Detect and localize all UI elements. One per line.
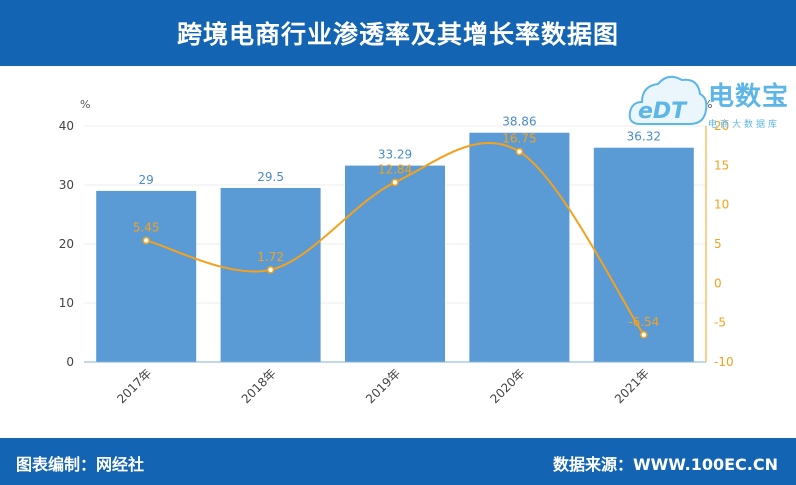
logo: eDT 电数宝 电商大数据库 (626, 72, 791, 138)
y-left-tick-label: 30 (59, 178, 74, 192)
line-point (391, 178, 399, 187)
chart-title: 跨境电商行业渗透率及其增长率数据图 (176, 20, 619, 49)
line-point (640, 331, 648, 339)
x-tick-label: 2018年 (239, 366, 279, 406)
bar-value-label: 29 (139, 173, 154, 187)
footer-source: 数据来源：WWW.100EC.CN (552, 455, 778, 474)
y-right-tick-label: 0 (714, 276, 722, 290)
line-point (142, 236, 150, 245)
x-tick-label: 2020年 (488, 366, 528, 406)
x-tick-label: 2017年 (114, 366, 154, 406)
bar (345, 165, 445, 362)
bar-series: 29 29.5 33.29 38.86 36.32 (96, 115, 694, 362)
x-tick-label: 2019年 (363, 366, 403, 406)
y-right-tick-label: 10 (714, 198, 729, 212)
footer-credit: 图表编制：网经社 (16, 455, 145, 474)
line-series: 5.45 1.72 12.84 16.75 -6.54 (133, 132, 659, 339)
line-value-label: 5.45 (133, 220, 160, 234)
logo-mark-text: eDT (638, 99, 688, 124)
x-tick-label: 2021年 (612, 366, 652, 406)
line-value-label: -6.54 (628, 315, 659, 329)
y-right-tick-label: -5 (714, 316, 726, 330)
bar-value-label: 33.29 (378, 148, 412, 162)
footer-bar: 图表编制：网经社 数据来源：WWW.100EC.CN (0, 438, 796, 485)
y-right-tick-label: 5 (714, 237, 722, 251)
cloud-logo-icon: eDT (628, 75, 708, 125)
y-left-unit: % (80, 98, 90, 111)
logo-subtitle: 电商大数据库 (708, 120, 781, 130)
line-value-label: 1.72 (257, 250, 284, 264)
y-right-tick-label: -10 (714, 355, 734, 369)
bar-value-label: 29.5 (257, 170, 284, 184)
bar (469, 132, 570, 362)
y-right-tick-label: 15 (714, 158, 729, 172)
chart-area: 29 29.5 33.29 38.86 36.32 5.45 1.72 12.84 16.75… (59, 98, 734, 406)
title-bar: 跨境电商行业渗透率及其增长率数据图 (0, 0, 796, 66)
bar (220, 187, 321, 362)
bar-value-label: 38.86 (502, 115, 536, 129)
bar (96, 190, 197, 362)
y-left-tick-label: 0 (66, 355, 74, 369)
y-left-tick-label: 10 (59, 296, 74, 310)
bar (593, 147, 694, 362)
logo-brand: 电数宝 (708, 82, 790, 112)
line-point (266, 266, 275, 274)
line-point (515, 147, 524, 156)
y-left-tick-label: 20 (59, 237, 74, 251)
line-value-label: 12.84 (378, 162, 412, 176)
y-left-tick-label: 40 (59, 119, 74, 133)
growth-line (145, 141, 645, 336)
y-right-tick-label: 20 (714, 119, 729, 133)
bar-value-label: 36.32 (627, 130, 661, 144)
line-value-label: 16.75 (502, 132, 536, 146)
